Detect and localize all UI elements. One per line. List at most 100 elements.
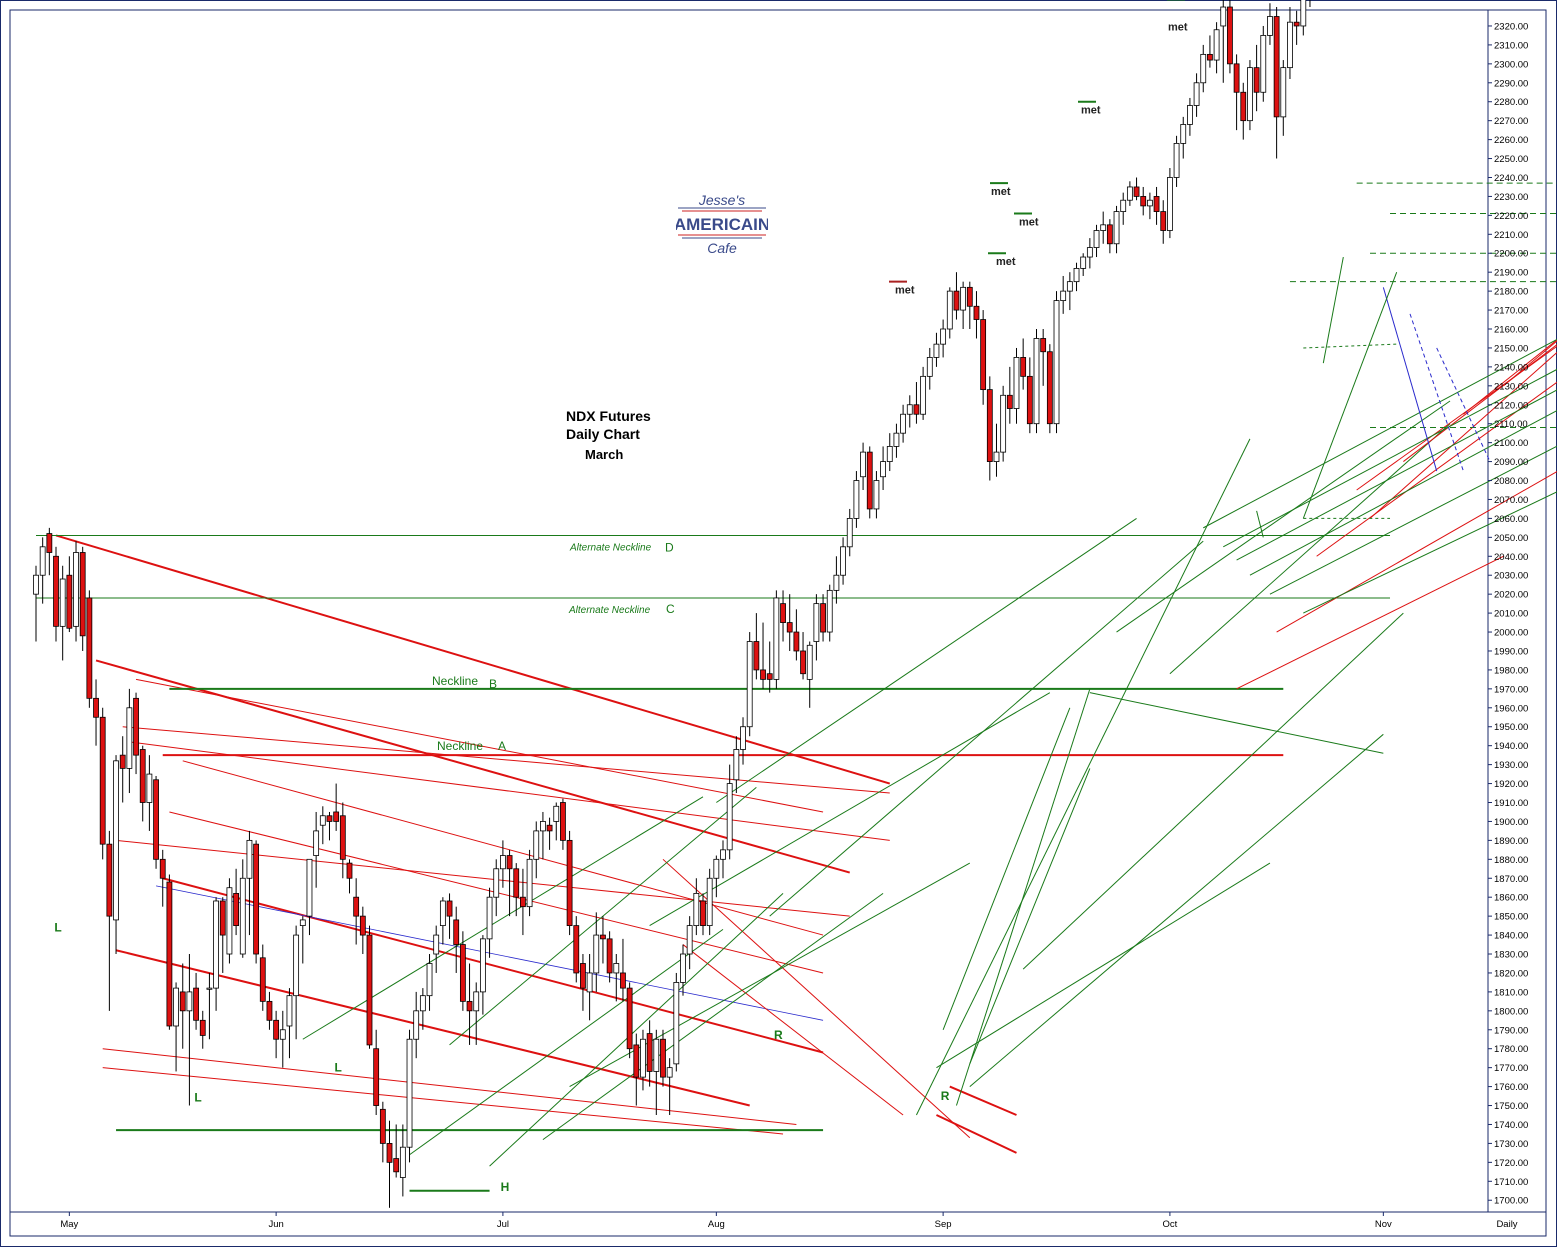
candle-down xyxy=(560,802,565,840)
candle-up xyxy=(287,996,292,1026)
candle-down xyxy=(507,856,512,869)
x-tick-label: Sep xyxy=(935,1219,952,1230)
chart-title: NDX Futures xyxy=(566,408,651,424)
y-tick-label: 1820.00 xyxy=(1494,968,1528,979)
candle-up xyxy=(734,749,739,779)
candle-down xyxy=(1234,64,1239,92)
y-tick-label: 1710.00 xyxy=(1494,1177,1528,1188)
y-tick-label: 2070.00 xyxy=(1494,495,1528,506)
y-tick-label: 1910.00 xyxy=(1494,798,1528,809)
candle-down xyxy=(467,1001,472,1010)
candle-down xyxy=(701,901,706,926)
y-tick-label: 2060.00 xyxy=(1494,514,1528,525)
candle-up xyxy=(320,816,325,825)
candle-up xyxy=(927,357,932,376)
y-tick-label: 1870.00 xyxy=(1494,874,1528,885)
met-label: met xyxy=(991,186,1011,198)
candle-up xyxy=(1094,231,1099,248)
candle-up xyxy=(227,888,232,954)
candle-down xyxy=(380,1109,385,1143)
candle-down xyxy=(1241,92,1246,120)
y-tick-label: 1730.00 xyxy=(1494,1139,1528,1150)
y-tick-label: 1780.00 xyxy=(1494,1044,1528,1055)
candle-down xyxy=(1207,54,1212,60)
candle-down xyxy=(1021,357,1026,376)
candle-up xyxy=(941,329,946,344)
y-tick-label: 2010.00 xyxy=(1494,609,1528,620)
y-tick-label: 2180.00 xyxy=(1494,287,1528,298)
candle-up xyxy=(934,344,939,357)
candle-up xyxy=(414,1011,419,1039)
candle-down xyxy=(787,623,792,632)
candle-up xyxy=(1074,268,1079,281)
candle-up xyxy=(861,452,866,477)
y-tick-label: 1900.00 xyxy=(1494,817,1528,828)
candle-down xyxy=(340,816,345,860)
y-tick-label: 2310.00 xyxy=(1494,40,1528,51)
candle-down xyxy=(987,390,992,462)
candle-up xyxy=(1014,357,1019,408)
candle-up xyxy=(827,590,832,632)
y-tick-label: 1790.00 xyxy=(1494,1025,1528,1036)
y-tick-label: 1940.00 xyxy=(1494,741,1528,752)
candle-up xyxy=(1167,177,1172,230)
y-tick-label: 2050.00 xyxy=(1494,533,1528,544)
candle-up xyxy=(1194,83,1199,106)
y-tick-label: 1890.00 xyxy=(1494,836,1528,847)
candle-up xyxy=(587,973,592,992)
neckline-a-tag: A xyxy=(498,739,506,753)
x-axis-label: Daily xyxy=(1496,1219,1517,1230)
y-tick-label: 2040.00 xyxy=(1494,552,1528,563)
candle-up xyxy=(887,446,892,461)
candle-up xyxy=(654,1039,659,1071)
candle-up xyxy=(494,869,499,897)
met-label: met xyxy=(996,256,1016,268)
neckline-b-label: Neckline xyxy=(432,674,478,688)
candle-down xyxy=(520,897,525,906)
y-tick-label: 1950.00 xyxy=(1494,722,1528,733)
y-tick-label: 2270.00 xyxy=(1494,116,1528,127)
candle-up xyxy=(1214,30,1219,60)
candle-up xyxy=(400,1147,405,1177)
candle-up xyxy=(60,579,65,626)
candle-down xyxy=(180,992,185,1011)
y-tick-label: 2290.00 xyxy=(1494,78,1528,89)
candle-down xyxy=(154,780,159,860)
y-tick-label: 2260.00 xyxy=(1494,135,1528,146)
candle-up xyxy=(674,982,679,1063)
y-tick-label: 2320.00 xyxy=(1494,21,1528,32)
candle-up xyxy=(540,821,545,830)
candle-up xyxy=(594,935,599,973)
candle-up xyxy=(554,806,559,821)
candle-up xyxy=(947,291,952,329)
candle-down xyxy=(1007,395,1012,408)
y-tick-label: 2190.00 xyxy=(1494,268,1528,279)
candle-up xyxy=(694,893,699,925)
candle-down xyxy=(981,320,986,390)
candle-up xyxy=(727,784,732,850)
candle-down xyxy=(781,604,786,623)
candle-down xyxy=(387,1143,392,1162)
candle-down xyxy=(547,825,552,831)
candle-down xyxy=(80,552,85,635)
candle-down xyxy=(1107,225,1112,244)
candle-down xyxy=(1027,376,1032,423)
candle-down xyxy=(1154,196,1159,211)
candle-up xyxy=(487,897,492,939)
pattern-label: H xyxy=(501,1180,510,1194)
candle-up xyxy=(1201,54,1206,82)
candle-down xyxy=(274,1020,279,1039)
candle-up xyxy=(714,859,719,878)
candle-up xyxy=(1267,17,1272,36)
candle-down xyxy=(867,452,872,509)
y-tick-label: 1980.00 xyxy=(1494,665,1528,676)
candle-up xyxy=(500,856,505,869)
candle-down xyxy=(200,1020,205,1035)
candle-up xyxy=(721,850,726,859)
candle-up xyxy=(1247,68,1252,121)
candle-up xyxy=(147,774,152,802)
candle-up xyxy=(841,547,846,575)
candle-up xyxy=(480,939,485,992)
neckline-b-tag: B xyxy=(489,677,497,691)
